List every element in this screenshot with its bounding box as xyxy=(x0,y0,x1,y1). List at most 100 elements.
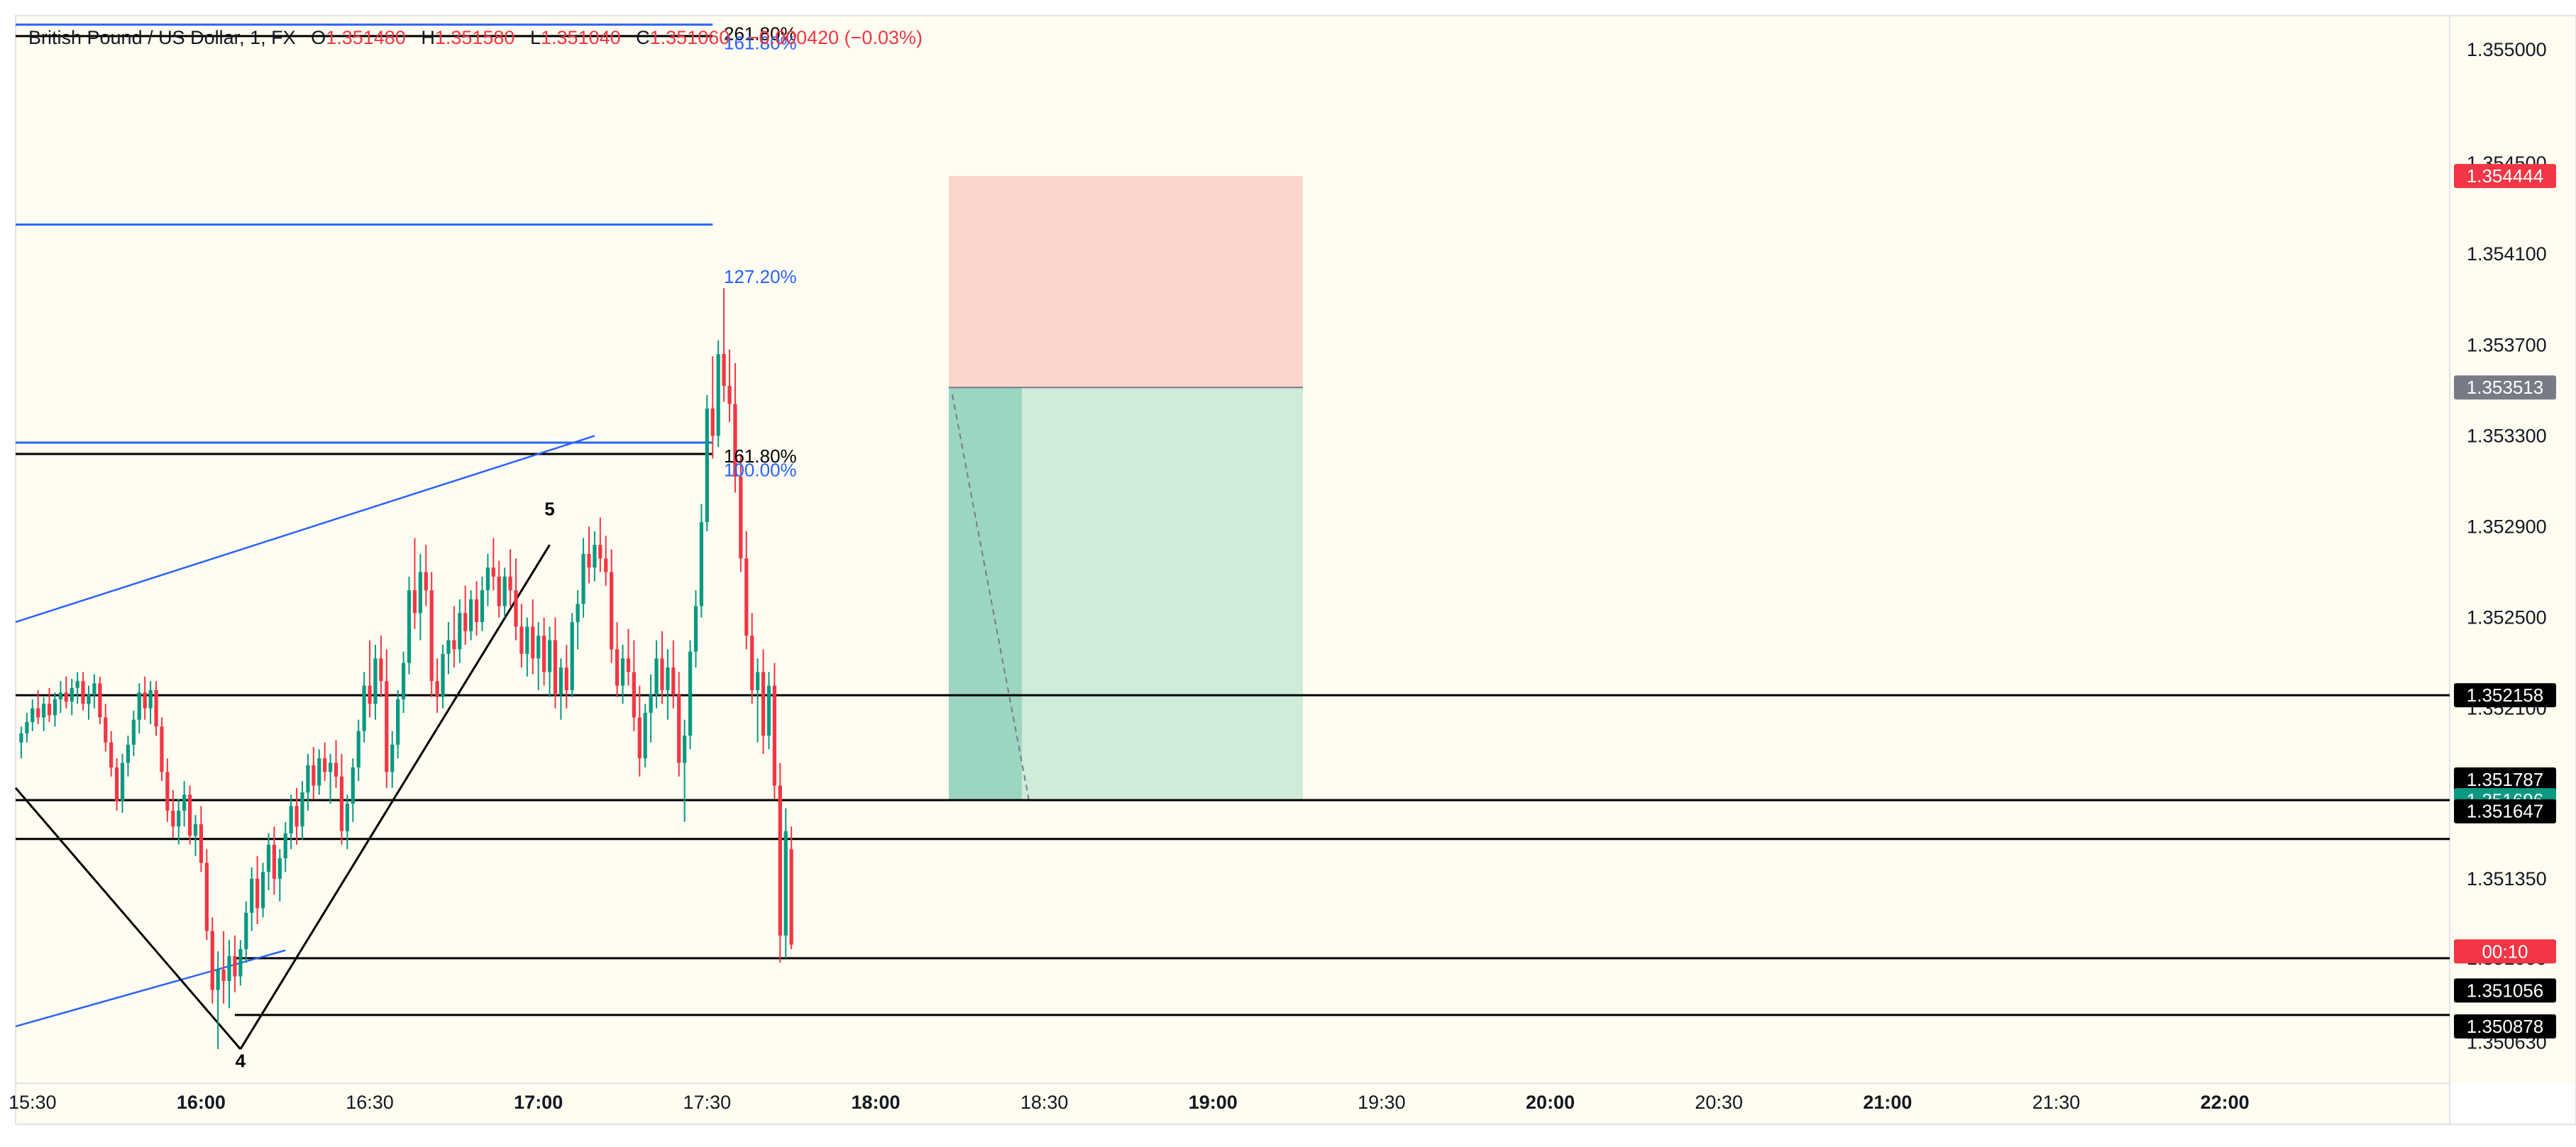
price-tag[interactable]: 1.350878 xyxy=(2454,1014,2556,1038)
candle-body[interactable] xyxy=(637,717,642,759)
candle-body[interactable] xyxy=(187,794,192,836)
candle-body[interactable] xyxy=(632,672,636,718)
candle-body[interactable] xyxy=(485,567,490,591)
candle-body[interactable] xyxy=(36,708,40,718)
candle-body[interactable] xyxy=(502,576,507,606)
price-tag[interactable]: 1.353513 xyxy=(2454,375,2556,400)
candle-body[interactable] xyxy=(463,613,468,631)
candle-body[interactable] xyxy=(385,681,389,772)
candle-body[interactable] xyxy=(47,704,52,716)
candle-body[interactable] xyxy=(182,794,187,811)
candle-body[interactable] xyxy=(126,744,131,763)
price-tag[interactable]: 1.351647 xyxy=(2454,799,2556,824)
candle-body[interactable] xyxy=(688,651,693,736)
candle-body[interactable] xyxy=(750,636,754,691)
candle-body[interactable] xyxy=(458,613,462,650)
candle-body[interactable] xyxy=(362,685,366,731)
candle-body[interactable] xyxy=(536,636,541,659)
candle-body[interactable] xyxy=(587,553,591,568)
candle-body[interactable] xyxy=(564,667,568,691)
candle-body[interactable] xyxy=(474,599,479,622)
candle-body[interactable] xyxy=(429,590,434,682)
legend-symbol[interactable]: British Pound / US Dollar, 1, FX xyxy=(28,27,296,48)
candle-body[interactable] xyxy=(114,767,119,802)
candle-body[interactable] xyxy=(160,726,164,772)
candle-body[interactable] xyxy=(570,621,574,691)
candle-body[interactable] xyxy=(626,658,631,672)
candle-body[interactable] xyxy=(81,681,85,704)
candle-body[interactable] xyxy=(553,640,558,695)
candle-body[interactable] xyxy=(649,694,653,714)
candle-body[interactable] xyxy=(193,824,198,836)
candle-body[interactable] xyxy=(407,590,412,663)
candle-body[interactable] xyxy=(581,553,585,604)
candle-body[interactable] xyxy=(300,792,304,827)
risk-zone[interactable] xyxy=(948,176,1304,388)
price-scale-area[interactable] xyxy=(2450,16,2576,1083)
candle-body[interactable] xyxy=(266,844,271,872)
candle-body[interactable] xyxy=(733,404,737,477)
candle-body[interactable] xyxy=(610,572,614,650)
candle-body[interactable] xyxy=(131,719,136,745)
candle-body[interactable] xyxy=(120,763,125,802)
candle-body[interactable] xyxy=(255,878,260,909)
candlestick-series[interactable] xyxy=(19,288,793,1049)
candle-body[interactable] xyxy=(620,658,625,686)
candle-body[interactable] xyxy=(368,685,372,704)
candle-body[interactable] xyxy=(345,804,349,831)
candle-body[interactable] xyxy=(19,733,23,743)
candle-body[interactable] xyxy=(233,955,237,977)
candle-body[interactable] xyxy=(109,742,114,768)
candle-body[interactable] xyxy=(480,590,485,622)
candle-body[interactable] xyxy=(277,858,282,879)
candle-body[interactable] xyxy=(693,606,698,652)
candle-body[interactable] xyxy=(373,658,378,704)
candle-body[interactable] xyxy=(143,692,147,709)
candle-body[interactable] xyxy=(441,653,445,697)
candle-body[interactable] xyxy=(75,681,79,688)
channel-trendline-upper[interactable] xyxy=(15,435,595,624)
candle-body[interactable] xyxy=(643,713,647,759)
candle-body[interactable] xyxy=(98,683,102,718)
candle-body[interactable] xyxy=(390,744,395,772)
candle-body[interactable] xyxy=(204,863,209,931)
candle-body[interactable] xyxy=(148,690,153,709)
candle-body[interactable] xyxy=(576,604,580,622)
candle-body[interactable] xyxy=(92,683,97,695)
candle-body[interactable] xyxy=(789,849,793,945)
candle-body[interactable] xyxy=(558,667,563,695)
candle-body[interactable] xyxy=(469,599,473,631)
candle-body[interactable] xyxy=(221,969,226,981)
candle-body[interactable] xyxy=(87,694,91,704)
price-tag[interactable]: 1.351787 xyxy=(2454,767,2556,792)
candle-body[interactable] xyxy=(615,649,620,686)
candle-body[interactable] xyxy=(671,667,676,695)
candle-body[interactable] xyxy=(519,626,524,654)
candle-body[interactable] xyxy=(778,785,782,936)
candle-body[interactable] xyxy=(766,685,771,736)
horizontal-lines[interactable] xyxy=(16,23,2450,1016)
candle-body[interactable] xyxy=(323,758,327,772)
price-tag[interactable]: 1.352158 xyxy=(2454,683,2556,708)
candle-body[interactable] xyxy=(547,640,552,672)
candle-body[interactable] xyxy=(216,969,220,990)
wave-line-4-5[interactable] xyxy=(239,544,551,1050)
candle-body[interactable] xyxy=(435,681,439,697)
candle-body[interactable] xyxy=(744,558,749,636)
candle-body[interactable] xyxy=(41,704,46,718)
candle-body[interactable] xyxy=(722,354,726,386)
candle-body[interactable] xyxy=(260,872,265,909)
candle-body[interactable] xyxy=(379,658,383,682)
candle-body[interactable] xyxy=(491,567,495,577)
candle-body[interactable] xyxy=(58,692,62,699)
candle-body[interactable] xyxy=(418,572,422,614)
symbol-legend[interactable]: British Pound / US Dollar, 1, FX O1.3514… xyxy=(28,27,923,48)
candle-body[interactable] xyxy=(171,810,175,827)
candle-body[interactable] xyxy=(312,765,316,786)
candle-body[interactable] xyxy=(699,522,704,606)
candle-body[interactable] xyxy=(227,955,231,981)
candle-body[interactable] xyxy=(238,949,243,977)
candle-body[interactable] xyxy=(53,699,57,716)
